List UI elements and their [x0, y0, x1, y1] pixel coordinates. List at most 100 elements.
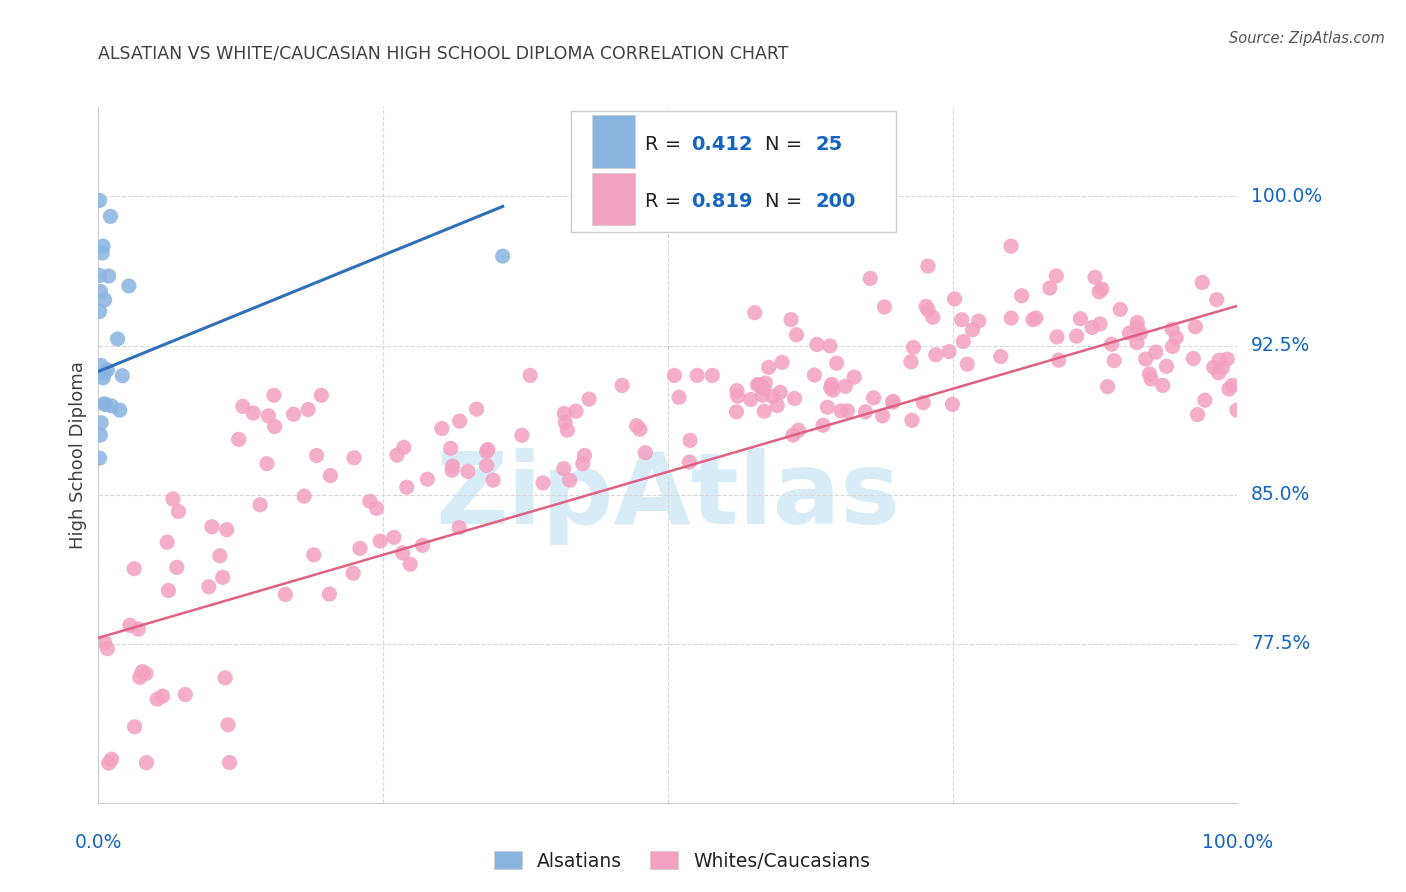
Point [821, 383, 844, 397]
Point [1191, 276, 1213, 290]
Text: R =: R = [645, 135, 688, 154]
Point [1139, 367, 1161, 381]
Point [519, 368, 541, 383]
Point [679, 434, 702, 448]
Point [96, 641, 118, 656]
Point [256, 457, 278, 471]
Point [1152, 378, 1174, 392]
Point [1102, 353, 1125, 368]
Point [263, 388, 285, 402]
Point [93, 366, 115, 380]
Point [844, 370, 866, 384]
Point [349, 541, 371, 556]
Point [89, 451, 111, 466]
Point [1144, 345, 1167, 359]
Point [785, 327, 807, 342]
Point [100, 399, 122, 413]
Point [766, 399, 789, 413]
Point [146, 692, 169, 706]
Point [1088, 317, 1111, 331]
Point [297, 402, 319, 417]
Point [197, 580, 219, 594]
Point [91, 239, 114, 253]
Point [727, 389, 749, 403]
Point [91, 246, 114, 260]
Point [318, 587, 340, 601]
Text: R =: R = [645, 193, 688, 211]
Point [257, 409, 280, 423]
Point [385, 448, 408, 462]
Point [135, 756, 157, 770]
Point [449, 520, 471, 534]
Point [167, 504, 190, 518]
Point [782, 428, 804, 442]
Point [917, 303, 939, 318]
Point [111, 368, 134, 383]
Point [1109, 302, 1132, 317]
Point [108, 403, 131, 417]
Point [1045, 268, 1067, 283]
Point [90, 359, 112, 373]
Text: 25: 25 [815, 135, 844, 154]
Point [91, 371, 114, 385]
Point [725, 384, 748, 398]
Point [747, 377, 769, 392]
Point [990, 350, 1012, 364]
Point [1187, 408, 1209, 422]
Point [1101, 337, 1123, 351]
Point [1202, 360, 1225, 375]
Point [215, 523, 238, 537]
Point [872, 409, 894, 423]
Point [862, 391, 884, 405]
Point [94, 397, 117, 411]
Point [359, 494, 381, 508]
Point [628, 422, 651, 436]
Point [135, 666, 157, 681]
Point [811, 418, 834, 433]
Point [626, 418, 648, 433]
Point [118, 279, 141, 293]
Point [305, 449, 328, 463]
Point [815, 400, 838, 414]
Point [901, 413, 924, 427]
Point [1084, 270, 1107, 285]
Point [366, 501, 388, 516]
Point [1118, 326, 1140, 340]
Point [1226, 403, 1249, 417]
Point [124, 720, 146, 734]
Point [217, 718, 239, 732]
Point [578, 392, 600, 406]
Point [395, 480, 418, 494]
Point [90, 416, 112, 430]
Point [166, 560, 188, 574]
Point [830, 404, 852, 418]
Point [449, 414, 471, 428]
Point [274, 588, 297, 602]
Point [531, 475, 554, 490]
Point [882, 395, 904, 409]
Point [1161, 339, 1184, 353]
Point [343, 450, 366, 465]
FancyBboxPatch shape [592, 115, 636, 168]
Point [1066, 329, 1088, 343]
Point [938, 344, 960, 359]
Point [1011, 289, 1033, 303]
Point [1088, 285, 1111, 299]
Text: 0.819: 0.819 [690, 193, 752, 211]
Text: N =: N = [765, 193, 808, 211]
Point [93, 293, 115, 307]
Text: 100.0%: 100.0% [1251, 187, 1322, 206]
Point [482, 473, 505, 487]
Point [754, 376, 776, 390]
Point [758, 360, 780, 375]
Point [754, 404, 776, 418]
Point [558, 473, 581, 487]
Point [430, 421, 453, 435]
Point [554, 416, 576, 430]
Point [162, 491, 184, 506]
Point [634, 446, 657, 460]
Point [769, 385, 792, 400]
Point [492, 249, 515, 263]
Point [302, 548, 325, 562]
Point [118, 618, 141, 632]
